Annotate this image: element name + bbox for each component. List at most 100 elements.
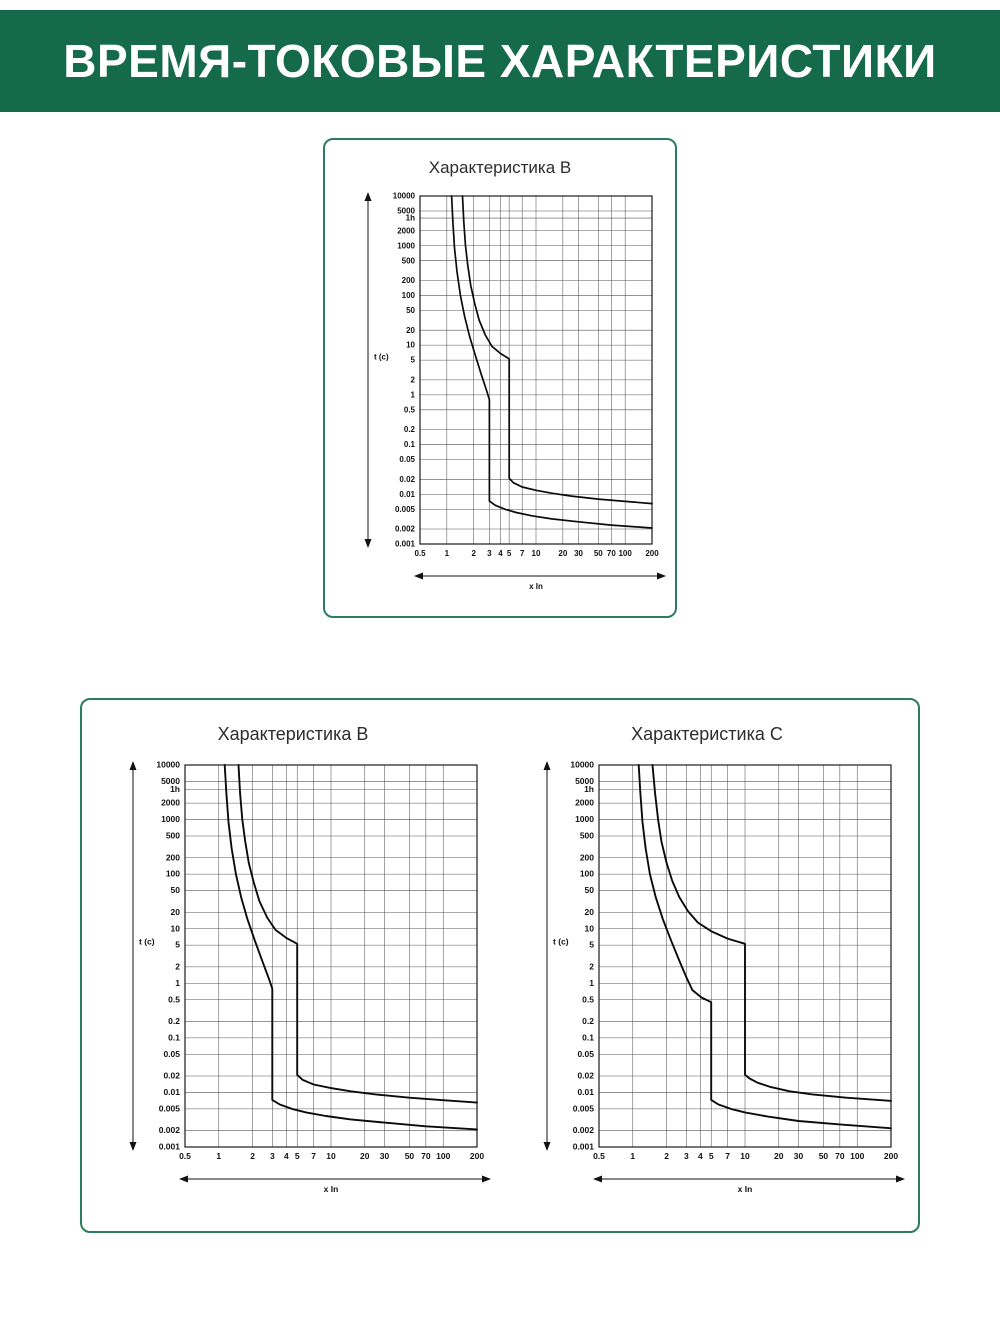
- svg-text:0.002: 0.002: [395, 525, 416, 534]
- svg-text:5000: 5000: [575, 776, 594, 786]
- svg-text:0.01: 0.01: [577, 1087, 594, 1097]
- svg-text:7: 7: [311, 1151, 316, 1161]
- svg-text:4: 4: [498, 549, 503, 558]
- svg-text:0.5: 0.5: [179, 1151, 191, 1161]
- svg-text:1h: 1h: [584, 784, 594, 794]
- svg-text:1h: 1h: [406, 214, 415, 223]
- svg-text:0.1: 0.1: [582, 1032, 594, 1042]
- svg-text:0.5: 0.5: [582, 994, 594, 1004]
- chart-block-bottom-right: Характеристика C 10000 5000 1h 2000 1000 500 2…: [507, 724, 907, 1207]
- svg-text:0.1: 0.1: [168, 1032, 180, 1042]
- svg-text:1h: 1h: [170, 784, 180, 794]
- svg-text:200: 200: [580, 852, 594, 862]
- svg-text:0.001: 0.001: [395, 540, 416, 549]
- svg-text:30: 30: [574, 549, 583, 558]
- svg-text:200: 200: [645, 549, 659, 558]
- chart-block-top: Характеристика B 10000 5000 1h 2000 1000 500 2…: [334, 158, 666, 600]
- svg-text:1: 1: [589, 978, 594, 988]
- svg-text:0.001: 0.001: [573, 1142, 595, 1152]
- svg-text:3: 3: [684, 1151, 689, 1161]
- svg-text:2: 2: [250, 1151, 255, 1161]
- svg-text:0.005: 0.005: [573, 1103, 595, 1113]
- svg-text:10: 10: [532, 549, 541, 558]
- svg-text:1: 1: [445, 549, 450, 558]
- svg-text:0.5: 0.5: [593, 1151, 605, 1161]
- svg-text:2000: 2000: [575, 798, 594, 808]
- svg-text:5: 5: [175, 940, 180, 950]
- svg-text:1: 1: [630, 1151, 635, 1161]
- svg-text:20: 20: [171, 907, 181, 917]
- svg-text:0.1: 0.1: [404, 440, 416, 449]
- svg-text:0.05: 0.05: [163, 1049, 180, 1059]
- svg-text:0.5: 0.5: [414, 549, 426, 558]
- svg-text:100: 100: [436, 1151, 450, 1161]
- svg-text:500: 500: [166, 831, 180, 841]
- svg-text:t (c): t (c): [374, 353, 389, 362]
- chart-title-top-b: Характеристика B: [428, 158, 572, 177]
- svg-text:1: 1: [411, 390, 416, 399]
- svg-text:30: 30: [794, 1151, 804, 1161]
- svg-text:200: 200: [470, 1151, 484, 1161]
- svg-text:5000: 5000: [397, 207, 415, 216]
- svg-text:50: 50: [594, 549, 603, 558]
- svg-text:0.2: 0.2: [404, 425, 416, 434]
- svg-text:100: 100: [618, 549, 632, 558]
- svg-text:5: 5: [589, 940, 594, 950]
- svg-text:2000: 2000: [161, 798, 180, 808]
- svg-text:1000: 1000: [575, 814, 594, 824]
- svg-text:100: 100: [850, 1151, 864, 1161]
- svg-text:0.002: 0.002: [573, 1125, 595, 1135]
- svg-text:50: 50: [819, 1151, 829, 1161]
- svg-text:x In: x In: [529, 582, 543, 591]
- svg-text:5000: 5000: [161, 776, 180, 786]
- svg-text:2: 2: [471, 549, 476, 558]
- svg-text:50: 50: [406, 306, 415, 315]
- svg-text:0.5: 0.5: [404, 405, 416, 414]
- svg-text:200: 200: [884, 1151, 898, 1161]
- svg-text:0.001: 0.001: [159, 1142, 181, 1152]
- svg-text:x In: x In: [738, 1184, 753, 1194]
- svg-text:t (c): t (c): [553, 937, 569, 947]
- svg-text:30: 30: [380, 1151, 390, 1161]
- svg-text:0.02: 0.02: [577, 1071, 594, 1081]
- chart-block-bottom-left: Характеристика B 10000 5000 1h 2000 1000 500 2…: [93, 724, 493, 1207]
- svg-text:2: 2: [411, 375, 416, 384]
- svg-text:7: 7: [725, 1151, 730, 1161]
- svg-text:x In: x In: [324, 1184, 339, 1194]
- svg-text:10: 10: [171, 923, 181, 933]
- svg-text:0.002: 0.002: [159, 1125, 181, 1135]
- svg-text:20: 20: [406, 326, 415, 335]
- svg-text:5: 5: [507, 549, 512, 558]
- svg-text:0.02: 0.02: [399, 475, 415, 484]
- svg-text:2: 2: [664, 1151, 669, 1161]
- svg-text:1: 1: [216, 1151, 221, 1161]
- svg-text:100: 100: [580, 869, 594, 879]
- svg-text:0.01: 0.01: [163, 1087, 180, 1097]
- svg-text:t (c): t (c): [139, 937, 155, 947]
- svg-text:1: 1: [175, 978, 180, 988]
- svg-text:5: 5: [295, 1151, 300, 1161]
- card-single-chart: Характеристика B 10000 5000 1h 2000 1000 500 2…: [323, 138, 677, 618]
- svg-text:50: 50: [585, 885, 595, 895]
- svg-text:10: 10: [406, 341, 415, 350]
- svg-text:500: 500: [580, 831, 594, 841]
- page-title: ВРЕМЯ-ТОКОВЫЕ ХАРАКТЕРИСТИКИ: [63, 35, 937, 87]
- svg-text:3: 3: [270, 1151, 275, 1161]
- svg-text:100: 100: [166, 869, 180, 879]
- card-double-chart: Характеристика B 10000 5000 1h 2000 1000 500 2…: [80, 698, 920, 1233]
- svg-text:0.05: 0.05: [399, 455, 415, 464]
- svg-text:5: 5: [411, 356, 416, 365]
- chart-title-bottom-b: Характеристика B: [217, 724, 369, 744]
- svg-text:70: 70: [607, 549, 616, 558]
- svg-text:10000: 10000: [570, 760, 594, 770]
- svg-text:200: 200: [402, 276, 416, 285]
- svg-text:1000: 1000: [397, 241, 415, 250]
- svg-text:0.05: 0.05: [577, 1049, 594, 1059]
- svg-text:2: 2: [589, 961, 594, 971]
- svg-text:500: 500: [402, 256, 416, 265]
- svg-text:5: 5: [709, 1151, 714, 1161]
